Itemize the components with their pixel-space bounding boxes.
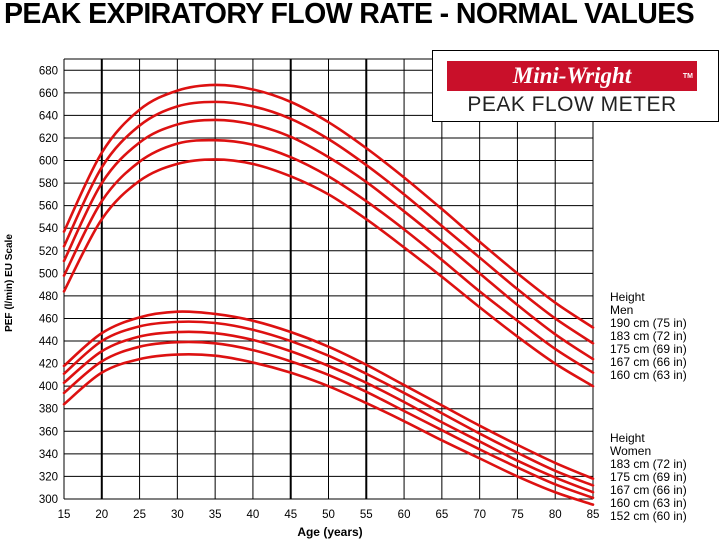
x-tick-label: 60 <box>398 509 411 521</box>
x-tick-label: 65 <box>435 509 448 521</box>
x-tick-label: 30 <box>171 509 184 521</box>
x-tick-label: 35 <box>209 509 222 521</box>
x-tick-label: 55 <box>360 509 373 521</box>
legend-men-entry: 167 cm (66 in) <box>610 355 687 369</box>
pef-curve <box>62 158 595 388</box>
y-tick-label: 360 <box>39 426 58 438</box>
x-tick-label: 75 <box>511 509 524 521</box>
logo-trademark: TM <box>682 73 693 80</box>
legend-women-group: Women <box>610 444 652 458</box>
grid-lines <box>63 58 594 500</box>
y-tick-label: 480 <box>39 291 58 303</box>
x-tick-label: 50 <box>322 509 335 521</box>
x-tick-label: 70 <box>473 509 486 521</box>
pef-curve <box>62 320 595 487</box>
y-tick-label: 540 <box>39 223 58 235</box>
y-axis-label: PEF (l/min) EU Scale <box>4 234 15 332</box>
page-title: PEAK EXPIRATORY FLOW RATE - NORMAL VALUE… <box>4 0 695 30</box>
x-tick-label: 40 <box>247 509 260 521</box>
y-tick-label: 580 <box>39 178 58 190</box>
y-tick-label: 600 <box>39 156 58 168</box>
x-axis-label: Age (years) <box>297 525 362 539</box>
pef-curve <box>62 330 595 494</box>
x-tick-label: 25 <box>133 509 146 521</box>
legend-women-entry: 152 cm (60 in) <box>610 509 687 523</box>
y-tick-label: 440 <box>39 336 58 348</box>
y-tick-label: 300 <box>39 494 58 506</box>
tick-labels: 300 320 340 360 380 400 420 440 460 480 500 520 540 5… <box>39 65 600 521</box>
legend-men: Height Men 190 cm (75 in) 183 cm (72 in)… <box>610 291 687 382</box>
legend-men-heading: Height <box>610 290 645 304</box>
curves-layer <box>62 83 595 506</box>
y-tick-label: 660 <box>39 88 58 100</box>
logo-banner: Mini-Wright TM <box>447 61 697 91</box>
legend-women-heading: Height <box>610 431 645 445</box>
legend-women-entry: 167 cm (66 in) <box>610 483 687 497</box>
y-tick-label: 560 <box>39 201 58 213</box>
legend-men-entry: 190 cm (75 in) <box>610 316 687 330</box>
y-tick-label: 340 <box>39 449 58 461</box>
logo-subtitle: PEAK FLOW METER <box>467 93 677 116</box>
mini-wright-logo: Mini-Wright TM PEAK FLOW METER <box>432 50 719 122</box>
y-tick-label: 500 <box>39 268 58 280</box>
pef-curve <box>62 340 595 500</box>
y-tick-label: 460 <box>39 313 58 325</box>
y-tick-label: 320 <box>39 471 58 483</box>
pef-curve <box>62 353 595 506</box>
y-tick-label: 420 <box>39 359 58 371</box>
y-tick-label: 680 <box>39 65 58 77</box>
pef-curve <box>62 83 595 329</box>
y-tick-label: 520 <box>39 246 58 258</box>
legend-men-entry: 175 cm (69 in) <box>610 342 687 356</box>
x-tick-label: 85 <box>587 509 600 521</box>
x-tick-label: 80 <box>549 509 562 521</box>
legend-men-entry: 183 cm (72 in) <box>610 329 687 343</box>
pef-curve <box>62 100 595 345</box>
y-tick-label: 640 <box>39 110 58 122</box>
pef-curve <box>62 118 595 361</box>
y-tick-label: 400 <box>39 381 58 393</box>
pef-curve <box>62 310 595 480</box>
legend-men-group: Men <box>610 303 634 317</box>
pef-curve <box>62 138 595 374</box>
y-tick-label: 620 <box>39 133 58 145</box>
legend-women-entry: 175 cm (69 in) <box>610 470 687 484</box>
legend-women-entry: 160 cm (63 in) <box>610 496 687 510</box>
x-tick-label: 45 <box>284 509 297 521</box>
legend-women-entry: 183 cm (72 in) <box>610 457 687 471</box>
legend-women: Height Women 183 cm (72 in) 175 cm (69 i… <box>610 432 687 523</box>
x-tick-label: 15 <box>58 509 71 521</box>
x-tick-label: 20 <box>95 509 108 521</box>
y-tick-label: 380 <box>39 404 58 416</box>
logo-brand: Mini-Wright <box>512 63 632 88</box>
legend-men-entry: 160 cm (63 in) <box>610 368 687 382</box>
